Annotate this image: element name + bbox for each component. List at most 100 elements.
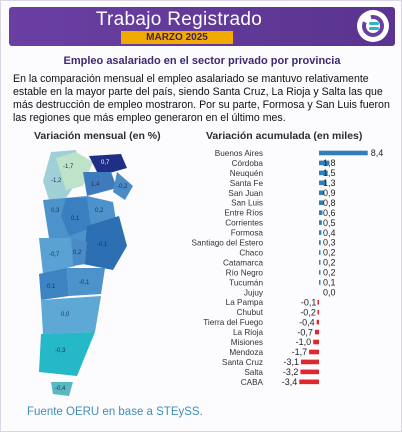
bar (317, 309, 319, 315)
category-label: Salta (244, 368, 263, 377)
map-label: 0,0 (61, 312, 70, 318)
category-label: Chaco (239, 248, 263, 257)
map-region-santa-cruz (39, 332, 95, 376)
data-label: 0,4 (323, 228, 336, 238)
map-region-salta (56, 152, 93, 190)
map-label: -0,2 (117, 184, 128, 190)
data-label: 0,3 (323, 238, 336, 248)
bar (299, 379, 319, 385)
category-label: Misiones (231, 338, 263, 347)
map-region-chaco (83, 172, 117, 196)
map-label: 0,2 (95, 208, 104, 214)
map-label: 0,3 (51, 208, 60, 214)
brand-logo-icon (357, 10, 389, 42)
category-label: Mendoza (229, 348, 263, 357)
map-title: Variación mensual (en %) (34, 130, 161, 142)
data-label: 0,6 (323, 208, 336, 218)
bar (319, 180, 327, 186)
map-label: 0,1 (71, 216, 80, 222)
data-label: -3,1 (284, 357, 300, 367)
category-label: Formosa (231, 229, 264, 238)
bar (319, 170, 328, 176)
bar (319, 190, 325, 196)
page-title: Trabajo Registrado (95, 9, 263, 30)
bar (319, 210, 323, 215)
section-heading: Empleo asalariado en el sector privado p… (63, 55, 341, 67)
map-label: -1,2 (51, 178, 62, 184)
category-label: San Juan (228, 189, 263, 198)
data-label: -1,0 (296, 337, 312, 347)
data-label: 0,0 (323, 287, 336, 297)
category-label: Chubut (237, 308, 264, 317)
data-label: 0,2 (323, 258, 336, 268)
map-region-tierra-del-fuego (51, 382, 73, 396)
category-label: Corrientes (225, 219, 263, 228)
bar (319, 220, 322, 225)
map-label: -0,3 (55, 348, 66, 354)
bar (319, 280, 321, 285)
map-labels: -1,2 -1,7 0,7 1,4 -0,2 0,3 0,1 0,2 -0,1 … (47, 160, 128, 392)
data-label: 1,5 (323, 168, 336, 178)
category-label: Tucumán (229, 278, 263, 287)
category-label: San Luis (231, 199, 263, 208)
category-label: Tierra del Fuego (203, 318, 263, 327)
data-label: 1,3 (323, 178, 336, 188)
data-label: -0,4 (299, 317, 315, 327)
bar (313, 339, 319, 345)
data-label: 0,2 (323, 248, 336, 258)
bar (319, 250, 321, 255)
data-label: 8,4 (371, 148, 384, 158)
category-label: Catamarca (223, 258, 263, 267)
data-label: 0,8 (323, 198, 336, 208)
data-label: -3,4 (282, 377, 298, 387)
map-region-cordoba (61, 198, 91, 236)
category-label: CABA (241, 378, 264, 387)
data-label: 0,9 (323, 188, 336, 198)
map-label: 1,4 (91, 182, 100, 188)
data-label: -0,1 (301, 297, 317, 307)
category-label: La Pampa (226, 298, 264, 307)
category-label: La Rioja (233, 328, 263, 337)
data-label: 0,5 (323, 218, 336, 228)
category-label: Santa Cruz (222, 358, 263, 367)
map-label: -0,1 (79, 280, 90, 286)
map-region-chubut (41, 296, 101, 334)
data-label: -0,2 (300, 307, 316, 317)
map-region-neuquen (39, 268, 69, 300)
bar (314, 329, 319, 335)
bar (301, 359, 319, 365)
bar (319, 230, 322, 235)
data-label: 0,2 (323, 268, 336, 278)
map-label: -1,7 (63, 164, 74, 170)
bar (319, 200, 324, 206)
map-region-la-pampa (71, 238, 87, 266)
map-region-rio-negro (67, 268, 105, 296)
map-region-misiones (113, 172, 133, 200)
category-label: Entre Ríos (224, 209, 263, 218)
map-label: -0,4 (55, 386, 66, 392)
map-label: 0,7 (101, 160, 110, 166)
category-label: Río Negro (226, 268, 264, 277)
data-label: -0,7 (297, 327, 313, 337)
bar (316, 319, 319, 325)
data-label: -3,2 (283, 367, 299, 377)
data-label: 0,1 (323, 278, 336, 288)
map-region-buenos-aires (83, 216, 127, 270)
map-region-cuyo (39, 238, 75, 274)
map-region-formosa (89, 154, 127, 176)
chart-title: Variación acumulada (en miles) (206, 130, 363, 142)
bar (317, 299, 319, 305)
category-label: Córdoba (232, 159, 264, 168)
bar (319, 270, 321, 275)
category-label: Santa Fe (230, 179, 264, 188)
map-label: 0,1 (47, 284, 56, 290)
header-banner: Trabajo Registrado MARZO 2025 (9, 7, 395, 46)
category-label: Jujuy (244, 288, 264, 297)
period-badge: MARZO 2025 (121, 31, 233, 44)
bar (319, 160, 330, 166)
argentina-map: -1,2 -1,7 0,7 1,4 -0,2 0,3 0,1 0,2 -0,1 … (39, 150, 133, 396)
map-label: -0,1 (97, 242, 108, 248)
category-label: Buenos Aires (215, 149, 263, 158)
accumulated-variation-chart: Buenos Aires 8,4 Córdoba 1,8 Neuquén 1,5 Santa… (192, 148, 384, 387)
